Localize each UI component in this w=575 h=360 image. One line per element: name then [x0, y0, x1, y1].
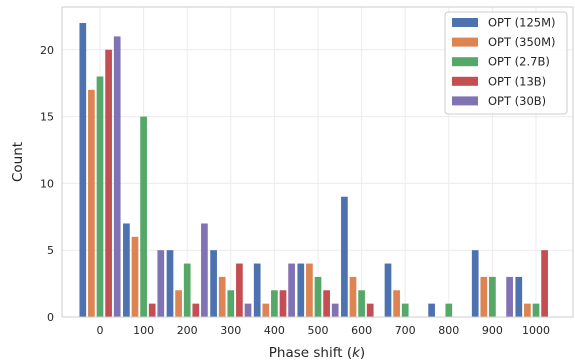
bar [297, 263, 305, 317]
bar [96, 76, 104, 317]
bar [401, 303, 409, 317]
bar [366, 303, 374, 317]
x-tick-label: 0 [97, 324, 104, 337]
bar [236, 263, 243, 317]
bar [88, 89, 95, 318]
bar [192, 303, 200, 317]
bar [140, 116, 147, 317]
bar [480, 276, 488, 317]
x-axis-label: Phase shift (k) [269, 345, 365, 360]
plot-frame [61, 6, 574, 318]
x-tick-label: 1000 [522, 324, 550, 337]
x-tick-label: 700 [395, 324, 416, 337]
bar [157, 250, 165, 317]
bar [532, 303, 540, 317]
bar [201, 223, 208, 317]
bar [358, 290, 365, 317]
legend-swatch [452, 96, 478, 106]
bar [183, 263, 191, 317]
bar [314, 276, 322, 317]
x-tick-label: 100 [133, 324, 154, 337]
x-tick-label: 800 [438, 324, 459, 337]
bar [175, 290, 182, 317]
bar [489, 276, 496, 317]
y-tick-label: 10 [40, 177, 54, 190]
bar [349, 276, 357, 317]
legend-label: OPT (350M) [488, 35, 556, 49]
bar [524, 303, 531, 317]
legend-label: OPT (30B) [488, 94, 546, 108]
y-tick-label: 5 [47, 244, 54, 257]
legend-swatch [452, 76, 478, 86]
x-tick-label: 400 [264, 324, 285, 337]
bar [306, 263, 313, 317]
bar [506, 276, 513, 317]
bar [384, 263, 392, 317]
legend-swatch [452, 18, 478, 27]
bar [253, 263, 261, 317]
legend-label: OPT (13B) [488, 74, 546, 88]
y-tick-label: 0 [47, 311, 54, 324]
bar [244, 303, 252, 317]
x-tick-label: 200 [177, 324, 198, 337]
bar [341, 196, 348, 317]
bar [331, 303, 339, 317]
legend-label: OPT (125M) [488, 16, 556, 30]
legend-swatch [452, 57, 478, 67]
bar [113, 36, 121, 318]
bar [148, 303, 156, 317]
y-tick-label: 15 [40, 111, 54, 124]
bar [271, 290, 278, 317]
bar [279, 290, 287, 317]
bar [515, 276, 523, 317]
bar [210, 250, 217, 317]
bar [123, 223, 130, 317]
bar [218, 276, 226, 317]
y-axis-label: Count [10, 142, 26, 182]
bar [541, 250, 548, 317]
legend-label: OPT (2.7B) [488, 55, 550, 69]
bar [79, 23, 87, 317]
bar [105, 49, 112, 318]
bar [166, 250, 174, 317]
bar [445, 303, 453, 317]
x-tick-label: 300 [220, 324, 241, 337]
bar [323, 290, 330, 317]
bar [393, 290, 400, 317]
bar [262, 303, 270, 317]
bar [471, 250, 479, 317]
bar [131, 236, 139, 317]
x-tick-label: 500 [308, 324, 329, 337]
x-tick-label: 600 [351, 324, 372, 337]
x-tick-label: 900 [482, 324, 503, 337]
legend: OPT (125M) OPT (350M) OPT (2.7B) OPT (13B) O… [444, 11, 568, 115]
bar [288, 263, 295, 317]
bar [428, 303, 435, 317]
y-tick-label: 20 [40, 44, 54, 57]
legend-box [444, 11, 568, 115]
bar [227, 290, 235, 317]
legend-swatch [452, 37, 478, 47]
